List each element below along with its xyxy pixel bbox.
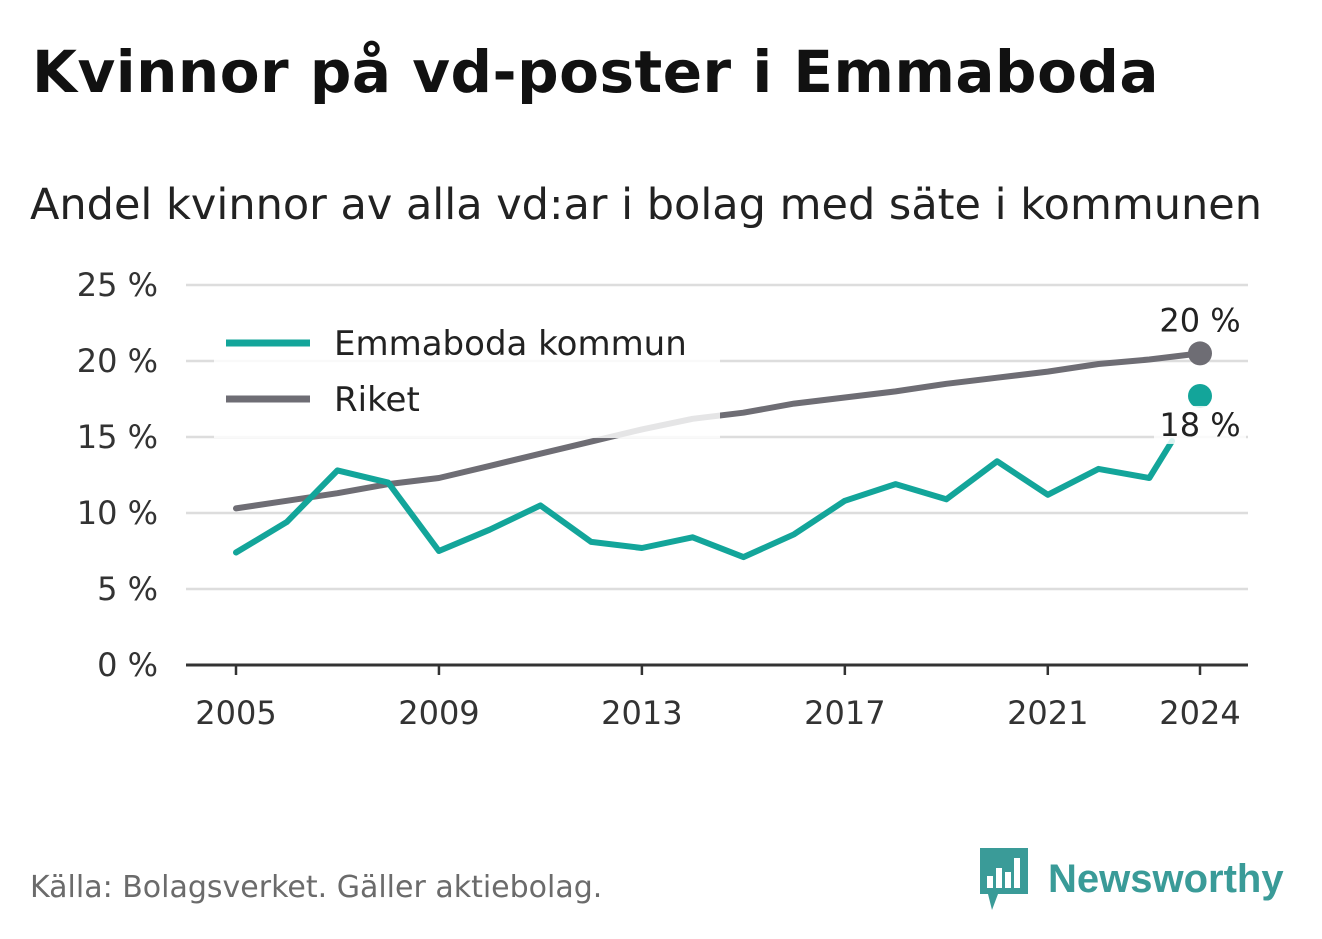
y-tick-label: 15 % — [77, 418, 158, 456]
end-label-background — [1154, 405, 1246, 444]
source-note: Källa: Bolagsverket. Gäller aktiebolag. — [30, 870, 603, 905]
y-tick-label: 5 % — [97, 570, 158, 608]
brand-name: Newsworthy — [1048, 856, 1284, 901]
x-tick-label: 2013 — [601, 694, 682, 732]
newsworthy-brand[interactable]: Newsworthy — [980, 848, 1284, 910]
x-tick-label: 2009 — [398, 694, 479, 732]
y-tick-label: 0 % — [97, 646, 158, 684]
newsworthy-bar-chart-logo-icon — [980, 848, 1028, 910]
chart-subtitle: Andel kvinnor av alla vd:ar i bolag med … — [30, 180, 1262, 230]
y-tick-label: 10 % — [77, 494, 158, 532]
legend-background — [214, 312, 720, 438]
series-line-emmaboda — [233, 438, 1176, 561]
x-tick-label: 2024 — [1159, 694, 1240, 732]
legend: Emmaboda kommun Riket — [214, 312, 720, 438]
end-marker-emmaboda — [1188, 383, 1212, 408]
x-tick-label: 2021 — [1007, 694, 1088, 732]
y-axis-ticks: 0 % 5 % 10 % 15 % 20 % 25 % — [77, 266, 158, 684]
chart-title: Kvinnor på vd-poster i Emmaboda — [32, 38, 1160, 106]
x-axis-ticks: 2005 2009 2013 2017 2021 2024 — [195, 665, 1241, 732]
legend-label-riket: Riket — [334, 380, 420, 420]
y-tick-label: 25 % — [77, 266, 158, 304]
end-label-emmaboda: 18 % — [1159, 406, 1240, 444]
x-tick-label: 2005 — [195, 694, 276, 732]
y-tick-label: 20 % — [77, 342, 158, 380]
end-marker-riket — [1188, 341, 1212, 366]
end-label-riket: 20 % — [1159, 301, 1240, 339]
x-tick-label: 2017 — [804, 694, 885, 732]
end-markers: 20 % 18 % — [1154, 301, 1246, 444]
legend-label-emmaboda: Emmaboda kommun — [334, 324, 687, 364]
